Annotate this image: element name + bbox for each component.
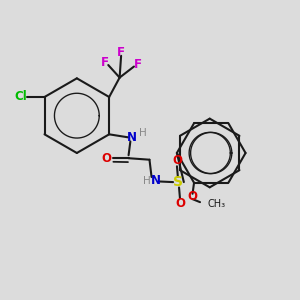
Text: O: O xyxy=(175,197,185,210)
Text: F: F xyxy=(134,58,142,70)
Text: S: S xyxy=(173,175,183,189)
Text: O: O xyxy=(172,154,182,167)
Text: O: O xyxy=(102,152,112,165)
Text: F: F xyxy=(117,46,125,59)
Text: N: N xyxy=(127,131,136,144)
Text: CH₃: CH₃ xyxy=(208,199,226,208)
Text: Cl: Cl xyxy=(15,91,28,103)
Text: O: O xyxy=(188,190,198,203)
Text: H: H xyxy=(139,128,147,138)
Text: N: N xyxy=(151,174,161,187)
Text: F: F xyxy=(101,56,109,69)
Text: H: H xyxy=(142,176,150,186)
